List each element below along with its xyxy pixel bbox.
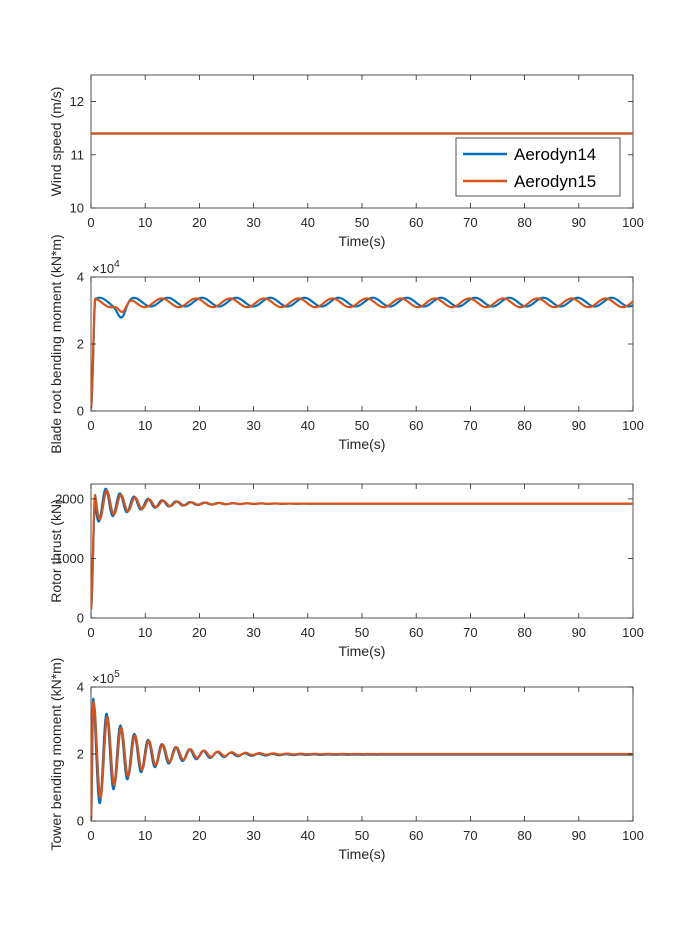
x-tick-label: 40 <box>301 828 315 843</box>
x-tick-label: 20 <box>192 215 206 230</box>
series-line-aerodyn15 <box>91 489 633 611</box>
legend: Aerodyn14 Aerodyn15 <box>455 137 621 197</box>
x-tick-label: 90 <box>572 625 586 640</box>
x-tick-label: 30 <box>246 418 260 433</box>
series-group <box>91 487 633 611</box>
x-tick-label: 100 <box>622 418 644 433</box>
x-tick-label: 0 <box>87 625 94 640</box>
x-tick-label: 10 <box>138 418 152 433</box>
x-tick-label: 80 <box>517 828 531 843</box>
y-tick-label: 0 <box>77 814 84 829</box>
x-tick-label: 100 <box>622 215 644 230</box>
series-line-aerodyn14 <box>91 487 633 611</box>
x-tick-label: 40 <box>301 418 315 433</box>
x-tick-label: 100 <box>622 625 644 640</box>
x-tick-label: 30 <box>246 215 260 230</box>
x-tick-label: 70 <box>463 625 477 640</box>
x-tick-label: 20 <box>192 625 206 640</box>
x-tick-label: 40 <box>301 215 315 230</box>
y-exponent-label: ×104 <box>92 259 120 276</box>
x-tick-label: 10 <box>138 625 152 640</box>
chart-panel-2: 0 10 20 30 40 50 60 70 80 90 100 0 2 4 ×104 Time(s) Blad… <box>48 234 644 453</box>
x-tick-label: 30 <box>246 828 260 843</box>
y-tick-label: 2 <box>77 337 84 352</box>
x-tick-label: 60 <box>409 625 423 640</box>
x-tick-label: 20 <box>192 828 206 843</box>
x-axis-label: Time(s) <box>339 846 386 862</box>
x-tick-label: 30 <box>246 625 260 640</box>
x-tick-label: 70 <box>463 828 477 843</box>
x-tick-label: 60 <box>409 828 423 843</box>
x-tick-label: 50 <box>355 828 369 843</box>
chart-panel-1: 0 10 20 30 40 50 60 70 80 90 100101112Time(s)Wind … <box>48 74 644 249</box>
x-tick-label: 70 <box>463 418 477 433</box>
series-line-aerodyn14 <box>91 296 633 409</box>
y-tick-label: 10 <box>70 201 84 216</box>
x-tick-label: 60 <box>409 215 423 230</box>
x-tick-label: 40 <box>301 625 315 640</box>
x-tick-label: 50 <box>355 215 369 230</box>
y-tick-label: 4 <box>77 680 84 695</box>
y-tick-label: 0 <box>77 611 84 626</box>
y-tick-label: 2000 <box>55 491 84 506</box>
x-tick-label: 0 <box>87 418 94 433</box>
x-tick-label: 0 <box>87 828 94 843</box>
y-tick-label: 4 <box>77 270 84 285</box>
x-tick-label: 70 <box>463 215 477 230</box>
series-line-aerodyn15 <box>91 701 633 821</box>
x-axis-label: Time(s) <box>339 233 386 249</box>
series-line-aerodyn15 <box>91 297 633 409</box>
y-tick-label: 1000 <box>55 551 84 566</box>
x-tick-label: 90 <box>572 215 586 230</box>
y-exponent-label: ×105 <box>92 669 120 686</box>
chart-panel-3: 0 10 20 30 40 50 60 70 80 90 100010002000Time(s)Ro… <box>48 483 644 659</box>
y-tick-label: 0 <box>77 404 84 419</box>
x-tick-label: 50 <box>355 625 369 640</box>
x-tick-label: 100 <box>622 828 644 843</box>
y-axis-label: Wind speed (m/s) <box>48 87 64 197</box>
x-tick-label: 90 <box>572 418 586 433</box>
series-group <box>91 296 633 409</box>
y-axis-label: Rotor thrust (kN) <box>48 499 64 602</box>
x-tick-label: 90 <box>572 828 586 843</box>
x-tick-label: 20 <box>192 418 206 433</box>
y-tick-label: 12 <box>70 94 84 109</box>
legend-box <box>455 137 621 197</box>
y-axis-label: Tower bending moment (kN*m) <box>48 658 64 851</box>
x-tick-label: 0 <box>87 215 94 230</box>
x-tick-label: 60 <box>409 418 423 433</box>
legend-label-aerodyn15: Aerodyn15 <box>514 172 596 191</box>
x-tick-label: 50 <box>355 418 369 433</box>
plot-area-frame <box>90 276 634 412</box>
x-tick-label: 10 <box>138 215 152 230</box>
chart-panel-4: 0 10 20 30 40 50 60 70 80 90 100 0 2 4 ×105 Time(s) Towe… <box>48 658 644 862</box>
x-tick-label: 80 <box>517 215 531 230</box>
y-tick-label: 11 <box>71 147 85 162</box>
x-tick-label: 10 <box>138 828 152 843</box>
x-tick-label: 80 <box>517 625 531 640</box>
legend-label-aerodyn14: Aerodyn14 <box>514 145 596 164</box>
x-axis-label: Time(s) <box>339 643 386 659</box>
x-tick-label: 80 <box>517 418 531 433</box>
y-axis-label: Blade root bending moment (kN*m) <box>48 234 64 453</box>
series-group <box>91 697 633 821</box>
x-axis-label: Time(s) <box>339 436 386 452</box>
y-tick-label: 2 <box>77 747 84 762</box>
